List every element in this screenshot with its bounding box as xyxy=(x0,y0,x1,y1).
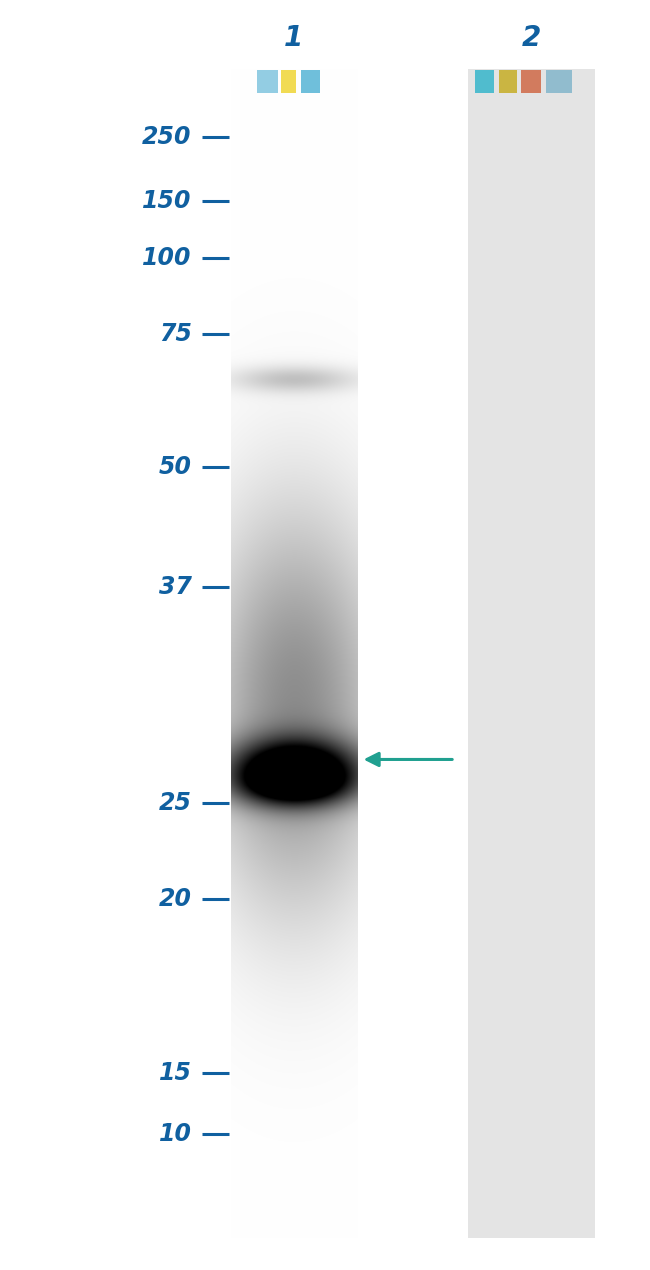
Text: 100: 100 xyxy=(142,246,192,269)
Text: 20: 20 xyxy=(159,888,192,911)
Text: 50: 50 xyxy=(159,456,192,479)
Bar xyxy=(474,70,494,93)
Text: 25: 25 xyxy=(159,791,192,814)
Bar xyxy=(546,70,572,93)
Bar xyxy=(257,70,278,93)
Bar xyxy=(521,70,541,93)
Text: 37: 37 xyxy=(159,575,192,598)
Text: 10: 10 xyxy=(159,1123,192,1146)
Text: 1: 1 xyxy=(284,24,304,52)
Text: 15: 15 xyxy=(159,1062,192,1085)
Text: 2: 2 xyxy=(522,24,541,52)
Bar xyxy=(231,70,358,1238)
Text: 75: 75 xyxy=(159,323,192,345)
Bar xyxy=(301,70,320,93)
Text: 150: 150 xyxy=(142,189,192,212)
Bar xyxy=(468,70,595,1238)
Text: 250: 250 xyxy=(142,126,192,149)
Bar xyxy=(499,70,517,93)
Bar xyxy=(281,70,296,93)
